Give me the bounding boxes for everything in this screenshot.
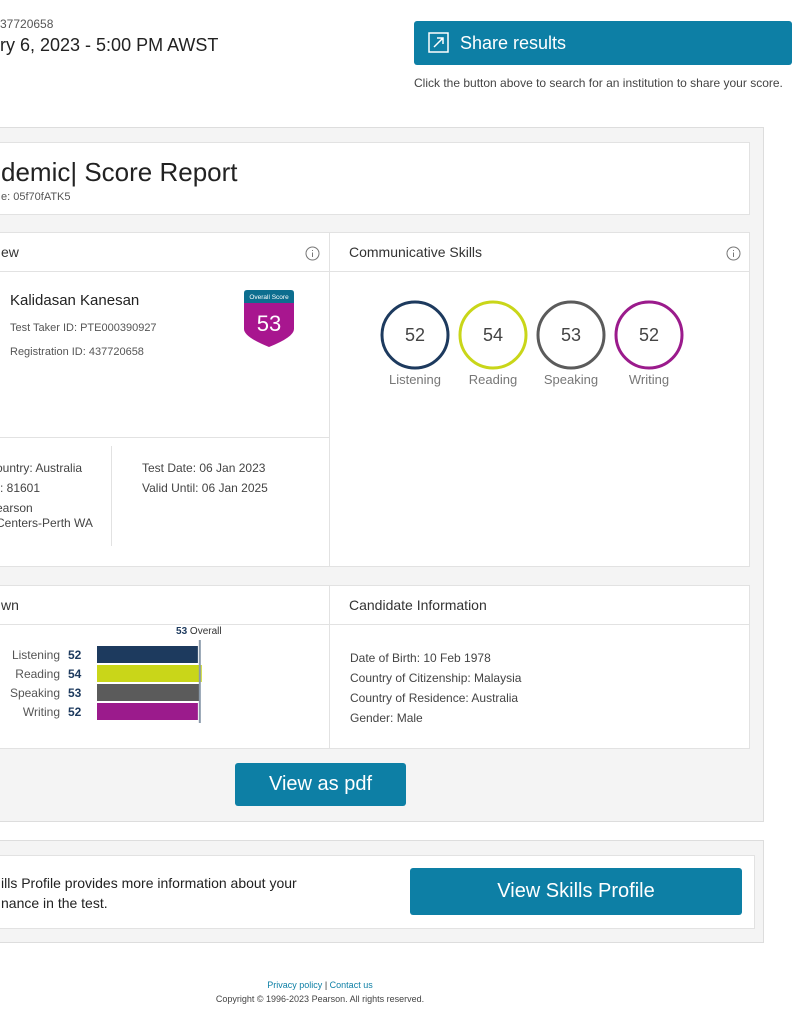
pdf-button[interactable]: View as pdf [235, 763, 406, 806]
bar-score: 52 [68, 705, 82, 719]
profile-panel: ills Profile provides more information a… [0, 855, 755, 929]
communicative-heading: Communicative Skills [349, 244, 483, 260]
bar [97, 703, 198, 720]
skill-name: Listening [389, 372, 441, 387]
skills-profile-button[interactable]: View Skills Profile [410, 868, 742, 915]
bar-label: Listening [12, 648, 60, 662]
overall-word: Overall [190, 626, 222, 637]
share-icon [428, 32, 449, 53]
communicative-panel: Communicative Skills 52 Listening 54 Readin… [329, 232, 750, 567]
privacy-link[interactable]: Privacy policy [267, 980, 323, 990]
skill-bars: Listening 52 Reading 54 Speaking 53 Writing 52 5… [10, 626, 222, 723]
skill-circles: 52 Listening 54 Reading 53 Speaking 52 Writing [380, 300, 684, 387]
detail: Valid Until: 06 Jan 2025 [142, 481, 268, 495]
share-label: Share results [460, 32, 567, 53]
share-caption: Click the button above to search for an … [414, 76, 783, 90]
copyright: Copyright © 1996-2023 Pearson. All right… [215, 994, 425, 1004]
skill-score: 52 [405, 325, 425, 345]
overall-value: 53 [176, 626, 188, 637]
info-icon[interactable] [305, 246, 320, 261]
detail: Test Date: 06 Jan 2023 [142, 461, 266, 475]
candidate-heading: Candidate Information [349, 597, 487, 613]
registration: 37720658 [0, 17, 54, 31]
detail: ): 81601 [0, 481, 41, 495]
detail: Centers-Perth WA [0, 516, 93, 530]
breakdown-panel: wn Listening 52 Reading 54 Speaking 53 Writing… [0, 585, 330, 749]
overall-label: Overall Score [249, 294, 289, 301]
datetime: ry 6, 2023 - 5:00 PM AWST [0, 35, 219, 55]
candidate-line: Gender: Male [350, 711, 423, 725]
report-code: e: 05f70fATK5 [1, 191, 71, 203]
candidate-panel: Candidate Information Date of Birth: 10 … [329, 585, 750, 749]
info-icon[interactable] [726, 246, 741, 261]
bar-label: Reading [15, 667, 60, 681]
bar [97, 646, 198, 663]
skill-score: 52 [639, 325, 659, 345]
bar-label: Speaking [10, 686, 60, 700]
skill-name: Writing [629, 372, 669, 387]
skill-name: Reading [469, 372, 517, 387]
title-prefix: demic| [1, 157, 78, 187]
profile-text: nance in the test. [1, 895, 108, 911]
candidate-line: Date of Birth: 10 Feb 1978 [350, 651, 491, 665]
title-panel: demic| Score Report e: 05f70fATK5 [0, 142, 750, 215]
footer-links: Privacy policy | Contact us [0, 980, 640, 990]
overall-badge: Overall Score 53 [244, 290, 294, 347]
skill-score: 53 [561, 325, 581, 345]
skill-ring [380, 300, 450, 370]
candidate-name: Kalidasan Kanesan [10, 292, 140, 309]
bar-score: 54 [68, 667, 82, 681]
overall-score: 53 [257, 311, 281, 336]
overview-panel: ew Kalidasan Kanesan Test Taker ID: PTE0… [0, 232, 330, 567]
overview-heading: ew [1, 244, 19, 260]
candidate-line: Country of Citizenship: Malaysia [350, 671, 522, 685]
skill-ring [536, 300, 606, 370]
skill-ring [614, 300, 684, 370]
share-button[interactable]: Share results [414, 21, 792, 65]
overall-marker: 53 Overall [176, 626, 222, 637]
registration-id: Registration ID: 437720658 [10, 346, 144, 358]
skill-name: Speaking [544, 372, 598, 387]
contact-link[interactable]: Contact us [329, 980, 373, 990]
bar-score: 53 [68, 686, 82, 700]
title: Score Report [84, 157, 238, 187]
bar [97, 684, 200, 701]
detail: ountry: Australia [0, 461, 83, 475]
candidate-line: Country of Residence: Australia [350, 691, 519, 705]
separator: | [324, 980, 328, 990]
skill-ring [458, 300, 528, 370]
skill-score: 54 [483, 325, 503, 345]
bar [97, 665, 202, 682]
breakdown-heading: wn [1, 597, 19, 613]
test-taker-id: Test Taker ID: PTE000390927 [10, 322, 157, 334]
profile-text: ills Profile provides more information a… [1, 875, 297, 891]
bar-label: Writing [23, 705, 60, 719]
detail: earson [0, 501, 33, 515]
bar-score: 52 [68, 648, 82, 662]
